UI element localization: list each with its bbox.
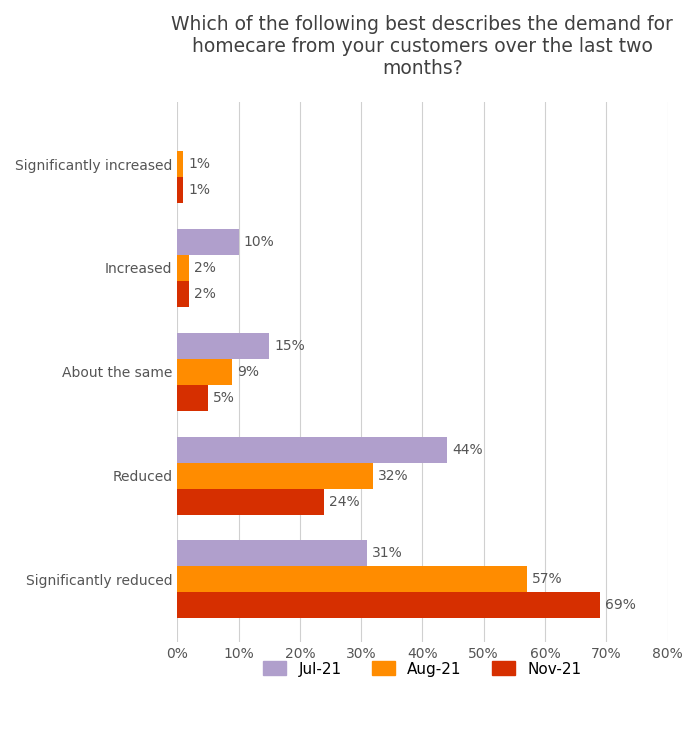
Text: 44%: 44% [452, 443, 482, 457]
Title: Which of the following best describes the demand for
homecare from your customer: Which of the following best describes th… [172, 15, 674, 78]
Bar [177, 540, 367, 567]
Text: 10%: 10% [244, 235, 274, 249]
Text: 9%: 9% [237, 365, 260, 379]
Bar [177, 489, 325, 514]
Text: 31%: 31% [372, 546, 403, 560]
Bar [177, 255, 189, 281]
Bar [177, 333, 269, 359]
Text: 2%: 2% [195, 287, 216, 301]
Legend: Jul-21, Aug-21, Nov-21: Jul-21, Aug-21, Nov-21 [257, 655, 588, 682]
Bar [177, 281, 189, 307]
Text: 57%: 57% [532, 573, 562, 587]
Text: 24%: 24% [329, 495, 360, 509]
Bar [177, 151, 184, 177]
Text: 1%: 1% [188, 183, 210, 197]
Text: 32%: 32% [378, 469, 409, 483]
Text: 15%: 15% [274, 339, 305, 353]
Bar [177, 567, 526, 593]
Bar [177, 436, 447, 463]
Text: 69%: 69% [605, 598, 636, 612]
Bar [177, 463, 373, 489]
Bar [177, 593, 600, 618]
Bar [177, 177, 184, 203]
Text: 5%: 5% [213, 391, 235, 405]
Bar [177, 385, 208, 411]
Text: 1%: 1% [188, 157, 210, 171]
Text: 2%: 2% [195, 261, 216, 275]
Bar [177, 229, 239, 255]
Bar [177, 359, 232, 385]
